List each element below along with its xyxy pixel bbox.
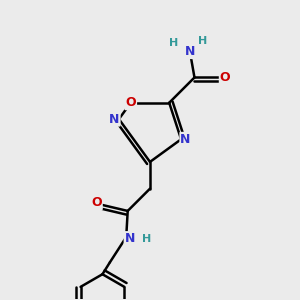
Text: O: O (125, 96, 136, 109)
Text: O: O (91, 196, 102, 209)
Text: N: N (124, 232, 135, 245)
Text: N: N (185, 45, 195, 58)
Text: H: H (142, 235, 151, 244)
Text: N: N (109, 112, 120, 126)
Text: H: H (169, 38, 178, 48)
Text: N: N (180, 133, 191, 146)
Text: H: H (198, 36, 207, 46)
Text: O: O (220, 71, 230, 84)
